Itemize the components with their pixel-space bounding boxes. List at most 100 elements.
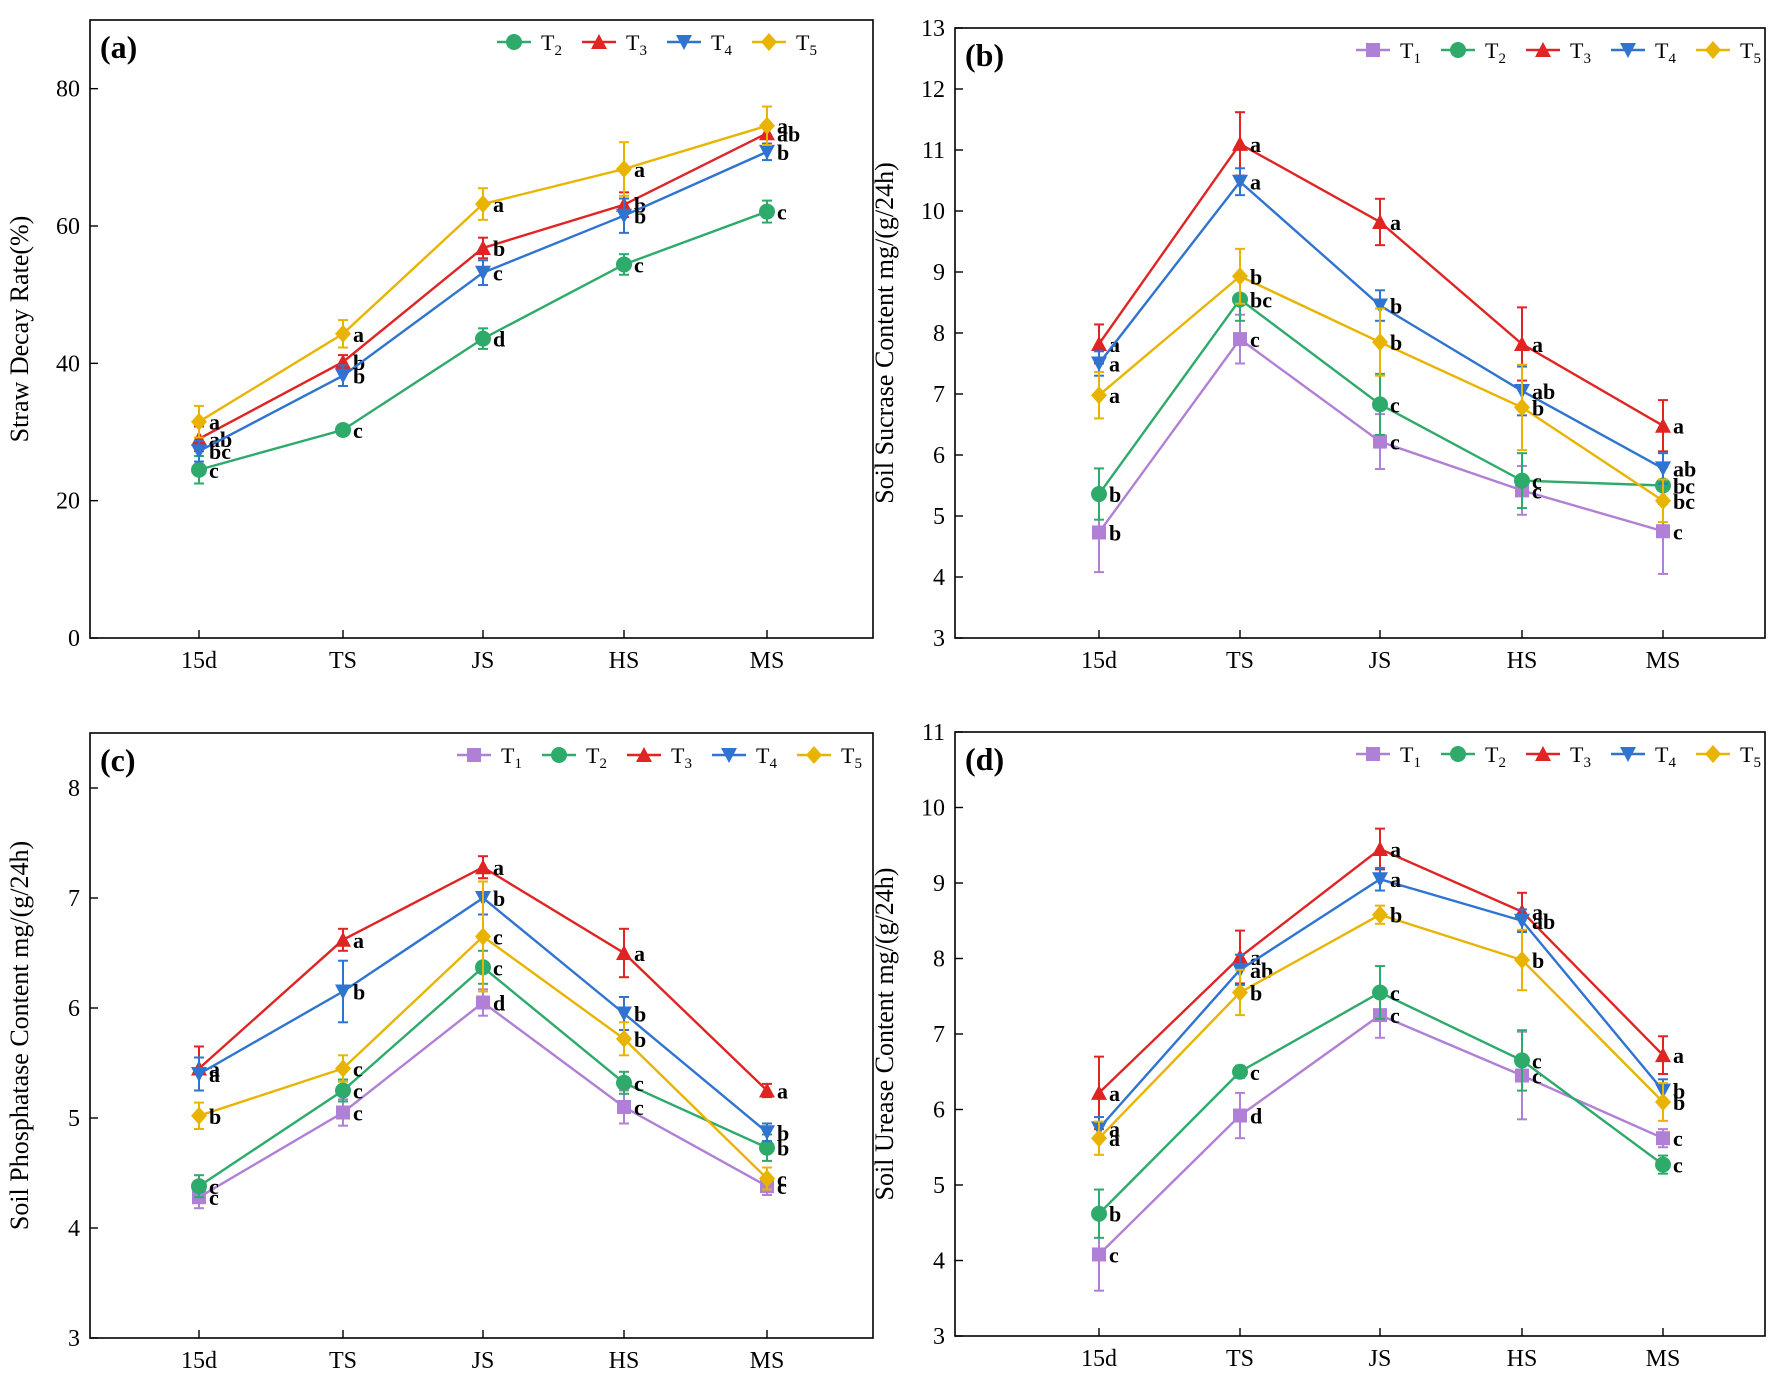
- x-tick-label: TS: [1226, 1346, 1254, 1372]
- significance-letter: a: [209, 1062, 220, 1087]
- chart-panel-a: 0 20 40 60 80 15d TS JS HS MS Straw Decay Rate(%) (…: [5, 19, 874, 674]
- legend-label: T4: [1655, 742, 1676, 771]
- data-point: [191, 1178, 207, 1195]
- significance-letter: bc: [1673, 474, 1695, 499]
- y-tick-label: 6: [933, 443, 945, 469]
- data-point: [1655, 1156, 1671, 1173]
- x-tick-label: MS: [1646, 648, 1681, 674]
- legend-label: T5: [841, 743, 862, 772]
- data-point: [335, 421, 351, 438]
- legend-item-T1: T1: [457, 743, 522, 772]
- y-tick-label: 6: [933, 1098, 945, 1124]
- significance-letter: a: [209, 1057, 220, 1082]
- data-point: [1514, 913, 1530, 929]
- significance-letter: c: [777, 1167, 787, 1192]
- data-point: [759, 116, 775, 135]
- data-point: [1514, 472, 1530, 489]
- y-tick-label: 7: [933, 1022, 945, 1048]
- significance-letter: c: [1390, 392, 1400, 417]
- legend-label: T4: [1655, 38, 1676, 67]
- significance-letter: b: [1250, 980, 1262, 1005]
- data-point: [1514, 951, 1530, 970]
- significance-letter: a: [353, 322, 364, 347]
- significance-letter: b: [777, 140, 789, 165]
- significance-letter: a: [1109, 352, 1120, 377]
- x-tick-label: JS: [472, 648, 495, 674]
- data-point: [759, 144, 775, 160]
- y-tick-label: 8: [68, 776, 80, 802]
- x-tick-label: HS: [1507, 648, 1538, 674]
- significance-letter: c: [493, 955, 503, 980]
- significance-letter: a: [1390, 210, 1401, 235]
- significance-letter: bc: [1673, 489, 1695, 514]
- data-point: [335, 1059, 351, 1078]
- data-point: [1373, 434, 1387, 449]
- x-tick-label: JS: [472, 1348, 495, 1374]
- y-tick-label: 10: [921, 199, 945, 225]
- data-point: [1233, 332, 1247, 347]
- data-point: [1372, 905, 1388, 924]
- data-point: [1091, 486, 1107, 503]
- significance-letter: a: [1673, 414, 1684, 439]
- legend-marker: [551, 747, 567, 763]
- significance-letter: a: [1109, 383, 1120, 408]
- plot-frame: [89, 732, 874, 1339]
- panel-label: (d): [965, 741, 1004, 777]
- significance-letter: b: [1109, 482, 1121, 507]
- significance-letter: b: [1532, 395, 1544, 420]
- y-tick-label: 5: [68, 1106, 80, 1132]
- y-tick-label: 40: [56, 351, 80, 377]
- significance-letter: a: [1250, 132, 1261, 157]
- y-tick-label: 20: [56, 489, 80, 515]
- x-tick-label: MS: [750, 1348, 785, 1374]
- legend-item-T4: T4: [712, 743, 777, 772]
- legend-marker: [506, 34, 522, 50]
- data-point: [1372, 333, 1388, 352]
- significance-letter: a: [209, 410, 220, 435]
- significance-letter: b: [1673, 1079, 1685, 1104]
- data-point: [616, 1006, 632, 1022]
- significance-letter: b: [493, 236, 505, 261]
- significance-letter: c: [1532, 469, 1542, 494]
- x-tick-label: MS: [750, 648, 785, 674]
- data-point: [1092, 1247, 1106, 1262]
- legend-item-T3: T3: [1526, 742, 1591, 771]
- significance-letter: c: [353, 1079, 363, 1104]
- y-tick-label: 5: [933, 504, 945, 530]
- significance-letter: b: [353, 980, 365, 1005]
- legend-label: T2: [586, 743, 607, 772]
- significance-letter: c: [353, 418, 363, 443]
- legend-item-T4: T4: [667, 30, 732, 59]
- data-point: [759, 1169, 775, 1188]
- data-point: [1091, 1205, 1107, 1222]
- significance-letter: ab: [1532, 379, 1555, 404]
- significance-letter: ab: [1532, 909, 1555, 934]
- significance-letter: ab: [777, 121, 800, 146]
- legend-label: T2: [1485, 38, 1506, 67]
- y-tick-label: 4: [933, 1249, 945, 1275]
- x-tick-label: JS: [1369, 648, 1392, 674]
- significance-letter: c: [634, 1071, 644, 1096]
- data-point: [1655, 1092, 1671, 1111]
- significance-letter: b: [634, 193, 646, 218]
- panel-label: (a): [100, 29, 137, 65]
- significance-letter: b: [777, 1136, 789, 1161]
- significance-letter: c: [777, 200, 787, 225]
- significance-letter: c: [1532, 478, 1542, 503]
- data-point: [475, 927, 491, 946]
- significance-letter: c: [209, 1185, 219, 1210]
- significance-letter: ab: [1250, 958, 1273, 983]
- x-tick-label: 15d: [181, 648, 217, 674]
- significance-letter: b: [209, 1104, 221, 1129]
- significance-letter: b: [1390, 903, 1402, 928]
- legend-label: T1: [1400, 742, 1421, 771]
- significance-letter: c: [1250, 1060, 1260, 1085]
- y-tick-label: 9: [933, 871, 945, 897]
